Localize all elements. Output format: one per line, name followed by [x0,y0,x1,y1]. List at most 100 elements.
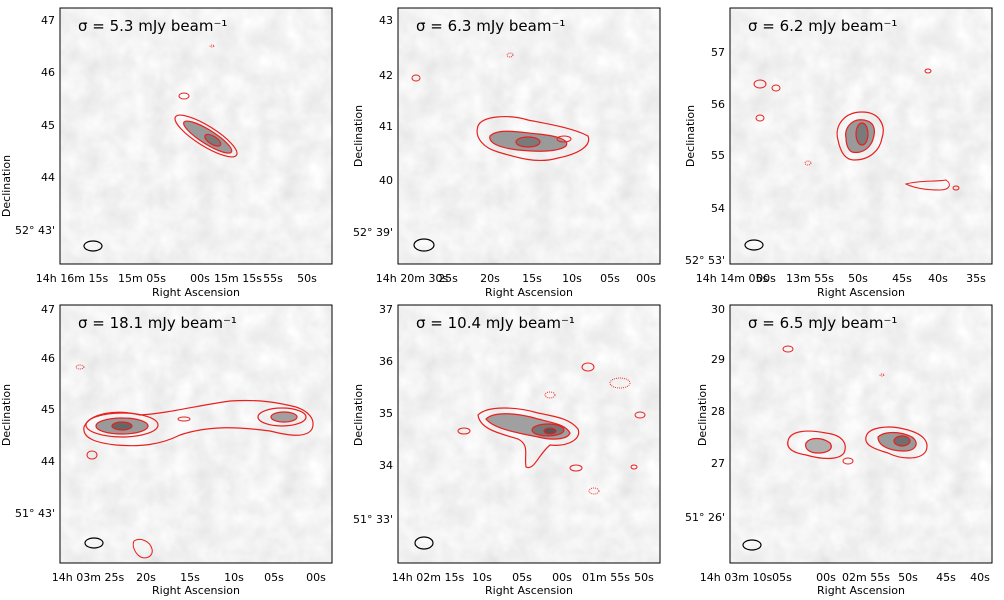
panel-6: σ = 6.5 mJy beam⁻¹ 30 29 28 27 51° 26' D… [685,303,993,597]
panel-5-xtick-2: 05s [512,571,532,584]
panel-1-xtick-1: 15m 05s [118,272,166,285]
panel-6-xlabel: Right Ascension [817,584,905,597]
panel-6-xtick-0: 14h 03m 10s [700,571,773,584]
panel-3-xtick-1: 00s [756,272,776,285]
panel-5-ytick-36: 36 [379,355,393,368]
panel-3-xtick-6: 35s [966,272,986,285]
panel-1-ytick-43: 52° 43' [15,224,55,237]
panel-5-ytick-33: 51° 33' [353,513,393,526]
panel-4-ylabel: Declination [0,384,13,446]
panel-6-xtick-5: 45s [936,571,956,584]
panel-5-dotted-contour-1 [609,377,631,389]
panel-5-xtick-4: 01m 55s [582,571,630,584]
panel-2-ytick-41: 41 [379,120,393,133]
panel-1-dotted-contour [209,44,215,48]
panel-1-source [174,114,238,158]
panel-2-title: σ = 6.3 mJy beam⁻¹ [416,17,565,35]
panel-6-xtick-6: 40s [970,571,990,584]
panel-5-xtick-1: 10s [472,571,492,584]
panel-4-xtick-1: 20s [136,571,156,584]
panel-3-xtick-0: 14h 14m 05s [696,272,769,285]
panel-4-contour-6 [270,411,298,423]
panel-1-ylabel: Declination [0,155,13,217]
panel-6-noise [730,305,992,563]
panel-3-ytick-54: 54 [711,202,725,215]
panel-4-noise [60,305,332,563]
panel-6-noise-contour-2 [842,457,854,465]
panel-1-xtick-2: 00s [190,272,210,285]
panel-6-noise-contour-1 [782,345,794,353]
panel-2-ytick-39: 52° 39' [353,226,393,239]
panel-3-frame [729,7,993,265]
panel-6-xtick-3: 02m 55s [842,571,890,584]
panel-4-ytick-45: 45 [41,403,55,416]
panel-1-beam [83,240,103,252]
panel-4-title: σ = 18.1 mJy beam⁻¹ [78,314,237,332]
panel-3-ytick-57: 57 [711,46,725,59]
panel-5-xlabel: Right Ascension [485,584,573,597]
panel-4-ytick-44: 44 [41,455,55,468]
panel-4-xtick-3: 10s [224,571,244,584]
panel-6-ytick-26: 51° 26' [685,511,725,524]
panel-5-noise-contour-5 [630,464,638,470]
panel-3-ytick-56: 56 [711,98,725,111]
panel-3-beam [744,239,764,251]
panel-5-contour-4 [543,427,557,435]
panel-5-contour-1 [477,407,580,469]
panel-2-x-ticks: 14h 20m 30s 25s 20s 15s 10s 05s 00s [376,272,656,285]
panel-5-ylabel: Declination [352,384,365,446]
panel-2-noise-contour [411,74,421,82]
panel-5-dotted-contour-2 [544,391,556,399]
panel-1-noise-contour [178,92,190,100]
panel-1-contour-3 [204,133,222,147]
panel-2-y-ticks: 43 42 41 40 52° 39' [353,14,393,239]
panel-2-beam [413,238,435,252]
panel-1-title: σ = 5.3 mJy beam⁻¹ [78,17,227,35]
panel-3-contour-3 [855,122,869,146]
panel-1-ytick-45: 45 [41,119,55,132]
panel-2-xtick-3: 15s [522,272,542,285]
panel-3-y-ticks: 57 56 55 54 52° 53' [685,46,725,267]
panel-4-contour-5 [257,407,307,427]
panel-4-xtick-4: 05s [264,571,284,584]
panel-1-contour-1 [174,114,238,158]
panel-3-xtick-4: 45s [892,272,912,285]
panel-1: σ = 5.3 mJy beam⁻¹ 47 46 45 44 52° 43' D… [0,7,333,299]
panel-2-xlabel: Right Ascension [485,286,573,299]
panel-5-noise-contour-4 [569,464,583,472]
panel-3-contour-1 [836,111,884,161]
panel-4-xtick-5: 00s [306,571,326,584]
panel-6-ytick-29: 29 [711,353,725,366]
panel-4-ytick-47: 47 [41,303,55,316]
panel-3: σ = 6.2 mJy beam⁻¹ 57 56 55 54 52° 53' D… [684,7,993,299]
panel-6-ylabel: Declination [696,384,709,446]
panel-2-xtick-0: 14h 20m 30s [376,272,449,285]
panel-3-dotted-contour [804,160,812,166]
panel-6-y-ticks: 30 29 28 27 51° 26' [685,303,725,524]
panel-2-contour-1 [476,116,590,162]
panel-1-ytick-47: 47 [41,14,55,27]
panel-3-x-ticks: 14h 14m 05s 00s 13m 55s 50s 45s 40s 35s [696,272,986,285]
panel-5-xtick-5: 50s [634,571,654,584]
panel-1-xtick-0: 14h 16m 15s [36,272,109,285]
panel-3-ytick-55: 55 [711,149,725,162]
panel-2-contour-4 [556,135,572,143]
panel-3-noise-contour-5 [924,68,932,74]
panel-3-xtick-3: 50s [848,272,868,285]
panel-4-contour-2 [85,412,159,438]
panel-5-xtick-3: 00s [552,571,572,584]
panel-6-ytick-27: 27 [711,457,725,470]
panel-5-ytick-37: 37 [379,303,393,316]
panel-5-ytick-34: 34 [379,459,393,472]
panel-6-ytick-30: 30 [711,303,725,316]
panel-5-noise-contour-2 [581,362,595,372]
panel-2-ylabel: Declination [352,105,365,167]
panel-4-y-ticks: 47 46 45 44 51° 43' [15,303,55,520]
panel-2-xtick-6: 00s [636,272,656,285]
panel-4-xtick-0: 14h 03m 25s [52,571,125,584]
panel-4: σ = 18.1 mJy beam⁻¹ 47 46 45 44 51° 43' … [0,303,333,597]
panel-3-noise-contour-3 [755,114,765,122]
panel-4-contour-4 [111,421,133,431]
panel-5-ytick-35: 35 [379,407,393,420]
